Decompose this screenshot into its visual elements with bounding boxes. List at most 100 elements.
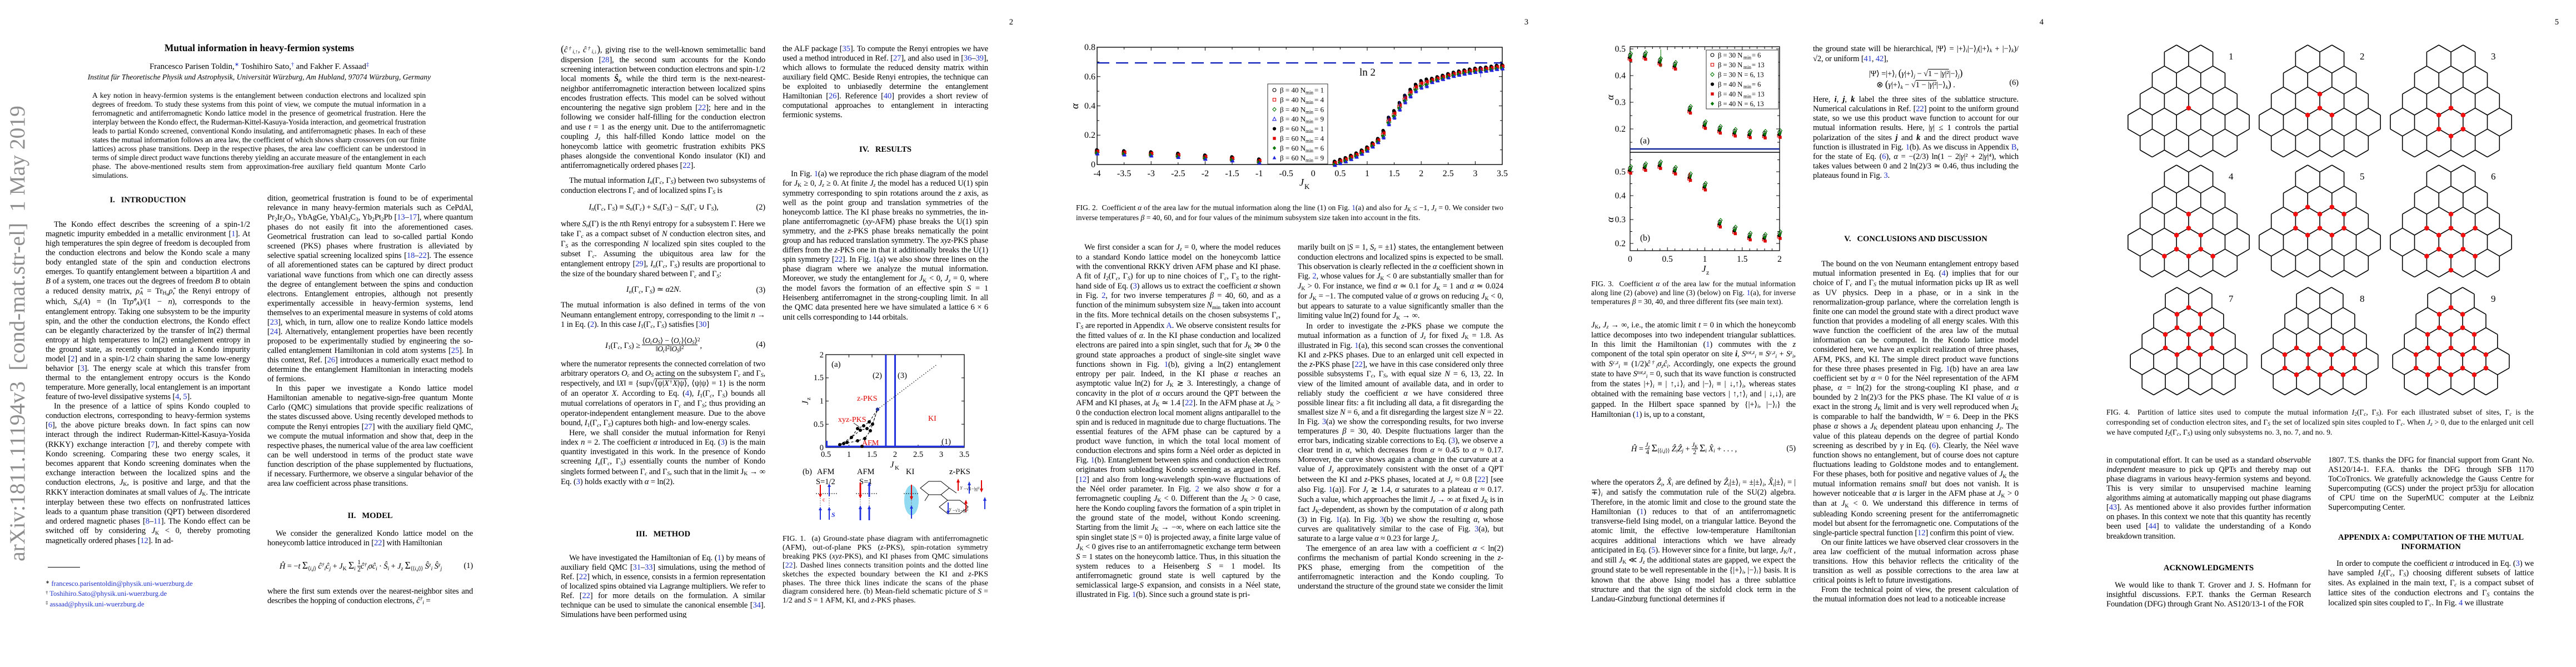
svg-text:min: min [1306, 138, 1314, 144]
svg-text:c: c [823, 497, 825, 503]
svg-text:= 1: = 1 [1314, 125, 1324, 133]
svg-text:= 6: = 6 [1314, 144, 1324, 152]
svg-text:z: z [1706, 268, 1709, 276]
svg-text:K: K [895, 465, 899, 471]
svg-text:9: 9 [2491, 293, 2496, 304]
svg-text:(b): (b) [1640, 233, 1650, 243]
svg-text:2: 2 [893, 450, 897, 459]
svg-text:2.5: 2.5 [1443, 169, 1454, 178]
svg-text:γ: γ [949, 506, 951, 511]
svg-text:-1: -1 [1255, 169, 1263, 178]
svg-text:2: 2 [820, 351, 824, 360]
svg-text:= 4: = 4 [1314, 96, 1324, 104]
svg-text:z-PKS: z-PKS [857, 395, 878, 403]
svg-text:-0.5: -0.5 [1279, 169, 1293, 178]
svg-text:(a): (a) [831, 360, 841, 369]
svg-text:β = 30 N: β = 30 N [1718, 52, 1742, 59]
svg-text:min: min [1306, 109, 1314, 115]
svg-text:β = 30 N = 6, 13: β = 30 N = 6, 13 [1718, 71, 1764, 79]
svg-text:= 6: = 6 [1752, 52, 1761, 59]
svg-text:β = 40 N: β = 40 N [1280, 96, 1306, 104]
svg-text:α: α [1605, 217, 1616, 222]
svg-text:2.5: 2.5 [913, 450, 923, 459]
svg-text:= 4: = 4 [1314, 135, 1324, 143]
svg-text:min: min [1306, 90, 1314, 96]
svg-text:ln 2: ln 2 [1359, 67, 1376, 78]
svg-text:1: 1 [2229, 51, 2234, 62]
svg-text:0.6: 0.6 [1084, 72, 1095, 82]
svg-text:0.2: 0.2 [1615, 239, 1626, 248]
svg-text:(1): (1) [941, 437, 951, 446]
svg-text:1: 1 [820, 397, 824, 406]
svg-text:0.5: 0.5 [1334, 169, 1346, 178]
svg-text:J: J [890, 460, 895, 470]
svg-text:β = 40 N: β = 40 N [1280, 115, 1306, 123]
svg-text:0: 0 [1628, 255, 1632, 264]
svg-text:4: 4 [2229, 171, 2234, 182]
svg-text:0.5: 0.5 [821, 450, 831, 459]
svg-text:β = 60 N: β = 60 N [1280, 135, 1306, 143]
svg-text:(2): (2) [873, 371, 882, 380]
svg-text:5: 5 [2360, 171, 2365, 182]
svg-text:1: 1 [1703, 255, 1707, 264]
svg-text:2: 2 [1777, 255, 1782, 264]
svg-text:0: 0 [1311, 169, 1316, 178]
svg-text:8: 8 [2360, 293, 2365, 304]
svg-text:1.5: 1.5 [1737, 255, 1748, 264]
svg-text:min: min [1306, 148, 1314, 153]
svg-text:min: min [1743, 64, 1752, 70]
svg-text:−√1−|γ|²: −√1−|γ|² [964, 486, 980, 491]
svg-text:1.5: 1.5 [867, 450, 877, 459]
svg-text:−√1−|γ|²: −√1−|γ|² [953, 507, 969, 513]
svg-text:β = 40 N: β = 40 N [1718, 81, 1742, 88]
svg-text:-2.5: -2.5 [1171, 169, 1185, 178]
svg-text:β = 60 N: β = 60 N [1280, 144, 1306, 152]
svg-text:KI: KI [928, 415, 936, 423]
svg-text:= 13: = 13 [1752, 91, 1765, 98]
svg-text:0.5: 0.5 [814, 420, 824, 429]
svg-text:z-PKS: z-PKS [949, 467, 970, 476]
svg-text:3: 3 [2491, 51, 2496, 62]
svg-text:β = 40 N = 6, 13: β = 40 N = 6, 13 [1718, 100, 1764, 108]
svg-text:0.4: 0.4 [1615, 71, 1626, 81]
svg-text:(a): (a) [1640, 136, 1650, 146]
svg-text:β = 60 N: β = 60 N [1280, 125, 1306, 133]
svg-text:β = 40 N: β = 40 N [1280, 105, 1306, 113]
svg-text:β = 40 N: β = 40 N [1718, 91, 1742, 98]
svg-text:S: S [831, 511, 835, 519]
svg-text:K: K [1304, 182, 1310, 191]
svg-text:0: 0 [820, 444, 824, 452]
svg-text:min: min [1743, 94, 1752, 99]
svg-text:AFM: AFM [862, 439, 879, 447]
svg-text:S=1/2: S=1/2 [816, 477, 835, 486]
svg-text:α: α [1605, 94, 1616, 100]
svg-text:7: 7 [2229, 293, 2234, 304]
svg-text:1: 1 [847, 450, 851, 459]
svg-text:AFM: AFM [817, 467, 835, 476]
svg-text:α: α [1069, 103, 1081, 109]
svg-text:J: J [1702, 263, 1707, 274]
svg-text:3.5: 3.5 [959, 450, 969, 459]
svg-text:0.4: 0.4 [1615, 191, 1626, 201]
svg-text:0.8: 0.8 [1084, 43, 1095, 52]
svg-text:min: min [1306, 119, 1314, 125]
svg-text:1.5: 1.5 [1389, 169, 1400, 178]
svg-text:0.5: 0.5 [1615, 44, 1626, 54]
svg-text:2: 2 [2360, 51, 2365, 62]
svg-text:-4: -4 [1093, 169, 1100, 178]
svg-text:3: 3 [939, 450, 943, 459]
svg-text:min: min [1306, 157, 1314, 163]
svg-text:1.5: 1.5 [814, 374, 824, 382]
svg-text:-2: -2 [1202, 169, 1209, 178]
svg-text:3.5: 3.5 [1497, 169, 1508, 178]
svg-text:-3.5: -3.5 [1117, 169, 1131, 178]
svg-text:-1.5: -1.5 [1225, 169, 1239, 178]
svg-text:J: J [1299, 177, 1304, 188]
svg-text:= 9: = 9 [1314, 115, 1324, 123]
svg-text:β = 30 N: β = 30 N [1718, 61, 1742, 69]
svg-text:0: 0 [1091, 160, 1095, 170]
svg-text:= 13: = 13 [1752, 61, 1765, 69]
svg-text:(b): (b) [803, 467, 812, 476]
svg-text:0.2: 0.2 [1615, 125, 1626, 134]
svg-text:KI: KI [906, 467, 914, 476]
